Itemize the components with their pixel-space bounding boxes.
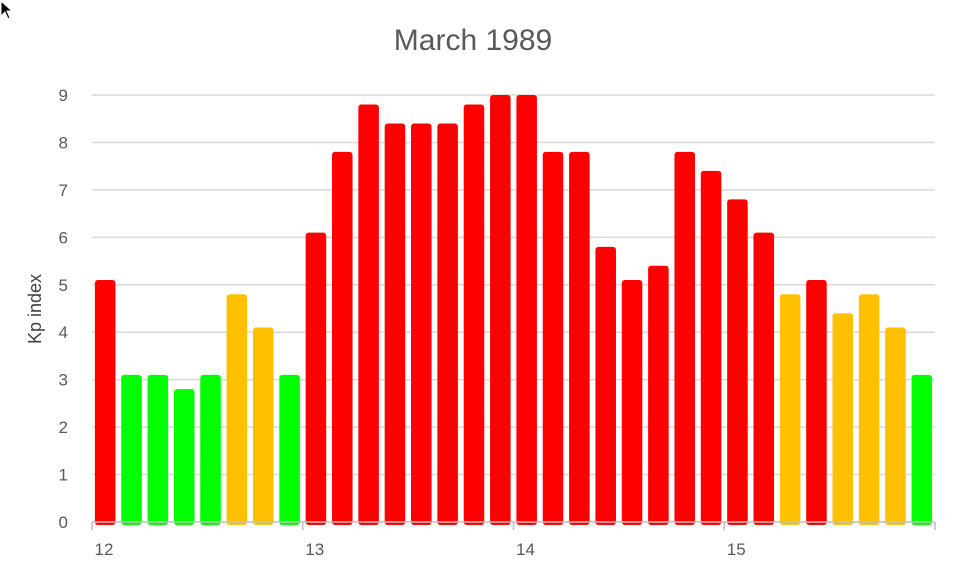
bar [753, 232, 775, 526]
x-tick-label: 12 [95, 540, 114, 559]
bar [173, 389, 195, 525]
mouse-cursor-icon [0, 0, 14, 20]
y-tick-label: 2 [59, 418, 68, 437]
bar [463, 104, 485, 525]
y-tick-label: 4 [59, 323, 68, 342]
bar [569, 151, 590, 525]
bar [384, 123, 406, 525]
bar [779, 294, 801, 525]
bar [490, 95, 511, 525]
bar [700, 170, 722, 525]
x-tick-label: 14 [516, 540, 535, 559]
bar [885, 327, 906, 525]
y-tick-label: 0 [59, 513, 68, 532]
bars [94, 95, 933, 526]
bar [516, 95, 537, 525]
y-tick-label: 3 [59, 371, 68, 390]
bar [858, 294, 880, 525]
y-tick-label: 1 [59, 466, 68, 485]
bar [727, 199, 748, 525]
bar [832, 313, 854, 525]
bar [911, 374, 933, 525]
y-tick-label: 6 [59, 228, 68, 247]
bar [595, 246, 616, 526]
bar [806, 280, 827, 525]
bar [621, 280, 643, 525]
bar [279, 374, 300, 525]
bar [437, 123, 458, 525]
x-axis: 12 13 14 15 [91, 521, 936, 559]
bar [674, 151, 696, 525]
x-tick-label: 15 [727, 540, 746, 559]
bar [121, 374, 142, 525]
bar [147, 374, 169, 525]
y-axis-label: Kp index [25, 274, 45, 344]
x-tick-label: 13 [305, 540, 324, 559]
bar [648, 265, 669, 525]
y-axis-ticks: 0 1 2 3 4 5 6 7 8 9 [59, 86, 68, 532]
bar [252, 327, 274, 525]
bar [358, 104, 379, 525]
bar [305, 232, 327, 526]
bar [542, 151, 564, 525]
bar [226, 294, 248, 525]
y-tick-label: 8 [59, 133, 68, 152]
bar [200, 374, 221, 525]
bar [331, 151, 353, 525]
chart-title: March 1989 [394, 24, 552, 57]
bar [94, 280, 116, 525]
bar [411, 123, 432, 525]
y-tick-label: 5 [59, 276, 68, 295]
y-tick-label: 7 [59, 181, 68, 200]
y-tick-label: 9 [59, 86, 68, 105]
